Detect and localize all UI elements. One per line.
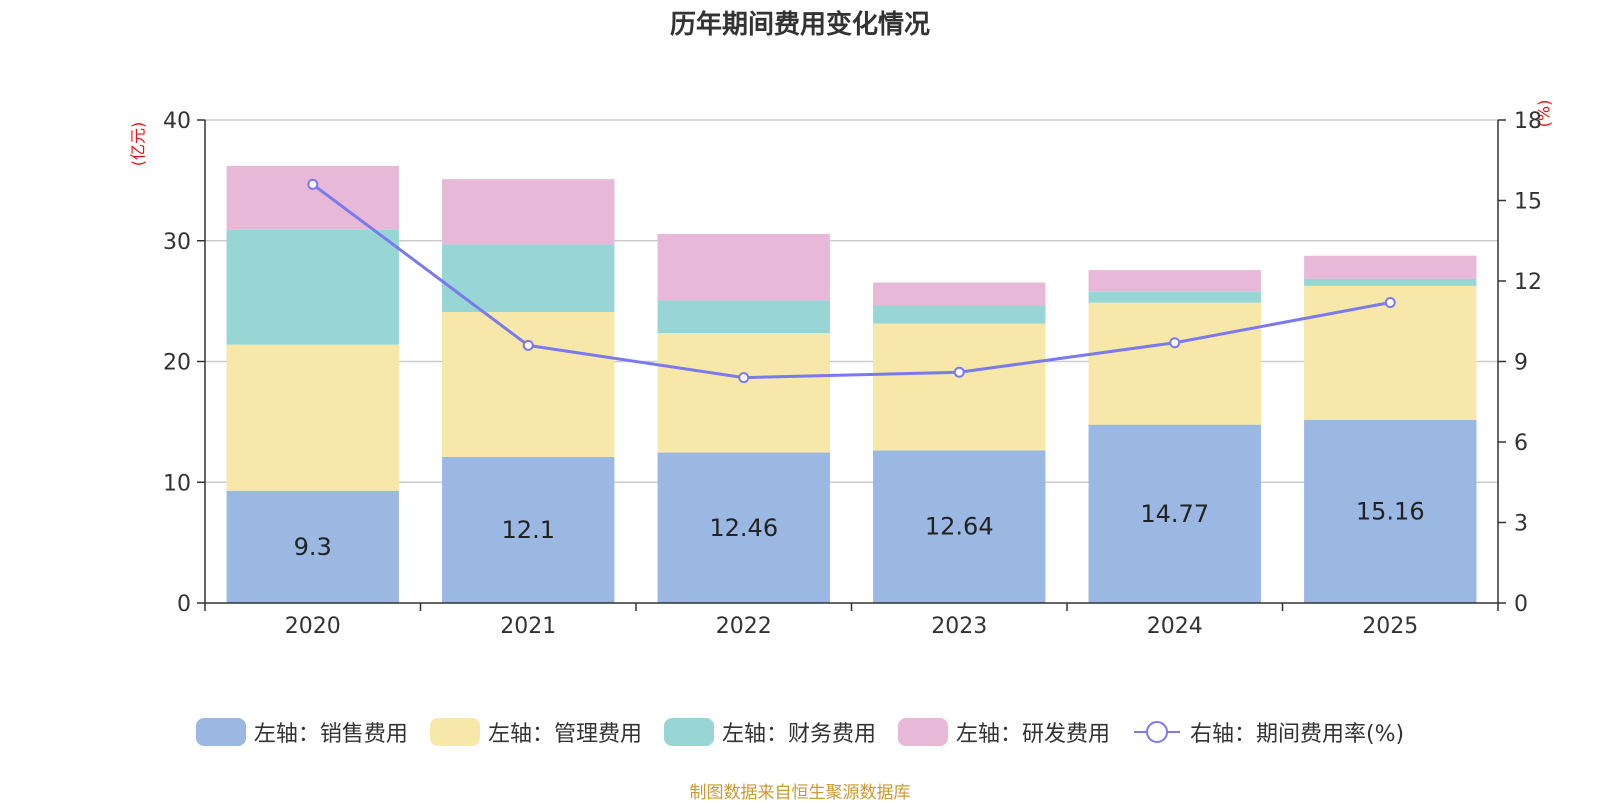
bar-sales-2021 xyxy=(442,456,615,603)
bar-admin-2021 xyxy=(442,311,615,457)
bar-sales-2023 xyxy=(873,450,1046,603)
x-axis-tick-label: 2020 xyxy=(285,614,341,639)
legend-label: 右轴：期间费用率(%) xyxy=(1189,722,1405,747)
chart-canvas: 0 10 20 30 40 0 3 6 9 12 15 18 9.3 2020 12.1 2021 12.46 2… xyxy=(163,109,1542,639)
left-axis-tick-label: 0 xyxy=(177,592,191,617)
legend-label: 左轴：研发费用 xyxy=(955,722,1110,747)
right-axis-tick-label: 9 xyxy=(1514,351,1528,376)
legend-swatch xyxy=(1133,721,1180,743)
legend-item[interactable]: 左轴：管理费用 xyxy=(429,716,642,748)
legend-label: 左轴：财务费用 xyxy=(721,722,876,747)
data-source-note: 制图数据来自恒生聚源数据库 xyxy=(689,783,911,803)
legend-swatch xyxy=(195,718,246,746)
sales-value-label: 15.16 xyxy=(1356,497,1425,525)
sales-value-label: 12.1 xyxy=(502,516,555,544)
right-axis-tick-label: 18 xyxy=(1514,109,1542,134)
right-axis-tick-label: 3 xyxy=(1514,512,1528,537)
legend: 左轴：销售费用 左轴：管理费用 左轴：财务费用 左轴：研发费用 右轴：期间费用率(%) xyxy=(0,716,1600,748)
rate-point-2022 xyxy=(738,372,750,384)
sales-value-label: 14.77 xyxy=(1140,500,1209,528)
bar-rd-2024 xyxy=(1088,270,1261,292)
sales-value-label: 12.64 xyxy=(925,513,994,541)
bar-admin-2024 xyxy=(1088,302,1261,425)
bar-finance-2023 xyxy=(873,305,1046,324)
bar-sales-2022 xyxy=(657,452,830,603)
bar-finance-2025 xyxy=(1304,278,1477,286)
bar-admin-2023 xyxy=(873,323,1046,451)
legend-label: 左轴：管理费用 xyxy=(487,722,642,747)
legend-swatch xyxy=(897,718,948,746)
legend-swatch xyxy=(663,718,714,746)
bar-admin-2022 xyxy=(657,333,830,453)
right-axis-tick-label: 6 xyxy=(1514,431,1528,456)
x-axis-tick-label: 2025 xyxy=(1362,614,1418,639)
bar-finance-2024 xyxy=(1088,291,1261,303)
rate-line xyxy=(311,183,1391,380)
bar-rd-2021 xyxy=(442,179,615,245)
x-axis-tick-label: 2024 xyxy=(1147,614,1203,639)
rate-point-2020 xyxy=(307,178,319,190)
left-axis-tick-label: 30 xyxy=(163,230,191,255)
left-axis-tick-label: 20 xyxy=(163,351,191,376)
rate-point-2025 xyxy=(1384,296,1396,308)
rate-point-2023 xyxy=(953,366,965,378)
bar-admin-2020 xyxy=(226,344,399,491)
x-axis-tick-label: 2021 xyxy=(500,614,556,639)
legend-item[interactable]: 左轴：销售费用 xyxy=(195,716,408,748)
right-axis-tick-label: 12 xyxy=(1514,270,1542,295)
rate-point-2024 xyxy=(1169,337,1181,349)
bar-sales-2025 xyxy=(1304,419,1477,603)
x-axis-tick-label: 2023 xyxy=(931,614,987,639)
left-axis-tick-label: 40 xyxy=(163,109,191,134)
rate-point-2021 xyxy=(522,339,534,351)
sales-value-label: 9.3 xyxy=(294,533,332,561)
legend-swatch xyxy=(429,718,480,746)
bar-finance-2020 xyxy=(226,229,399,345)
legend-item[interactable]: 左轴：研发费用 xyxy=(897,716,1110,748)
legend-item[interactable]: 左轴：财务费用 xyxy=(663,716,876,748)
bar-rd-2022 xyxy=(657,233,830,301)
bar-rd-2025 xyxy=(1304,255,1477,279)
right-axis-tick-label: 0 xyxy=(1514,592,1528,617)
x-axis-tick-label: 2022 xyxy=(716,614,772,639)
legend-item[interactable]: 右轴：期间费用率(%) xyxy=(1132,716,1404,748)
right-axis-tick-label: 15 xyxy=(1514,190,1542,215)
bar-admin-2025 xyxy=(1304,285,1477,420)
bar-sales-2020 xyxy=(226,490,399,603)
bar-rd-2020 xyxy=(226,165,399,230)
left-axis-tick-label: 10 xyxy=(163,471,191,496)
bar-finance-2022 xyxy=(657,300,830,334)
bar-sales-2024 xyxy=(1088,424,1261,603)
bar-rd-2023 xyxy=(873,282,1046,306)
chart-title: 历年期间费用变化情况 xyxy=(669,10,930,40)
legend-label: 左轴：销售费用 xyxy=(253,722,408,747)
sales-value-label: 12.46 xyxy=(709,514,778,542)
